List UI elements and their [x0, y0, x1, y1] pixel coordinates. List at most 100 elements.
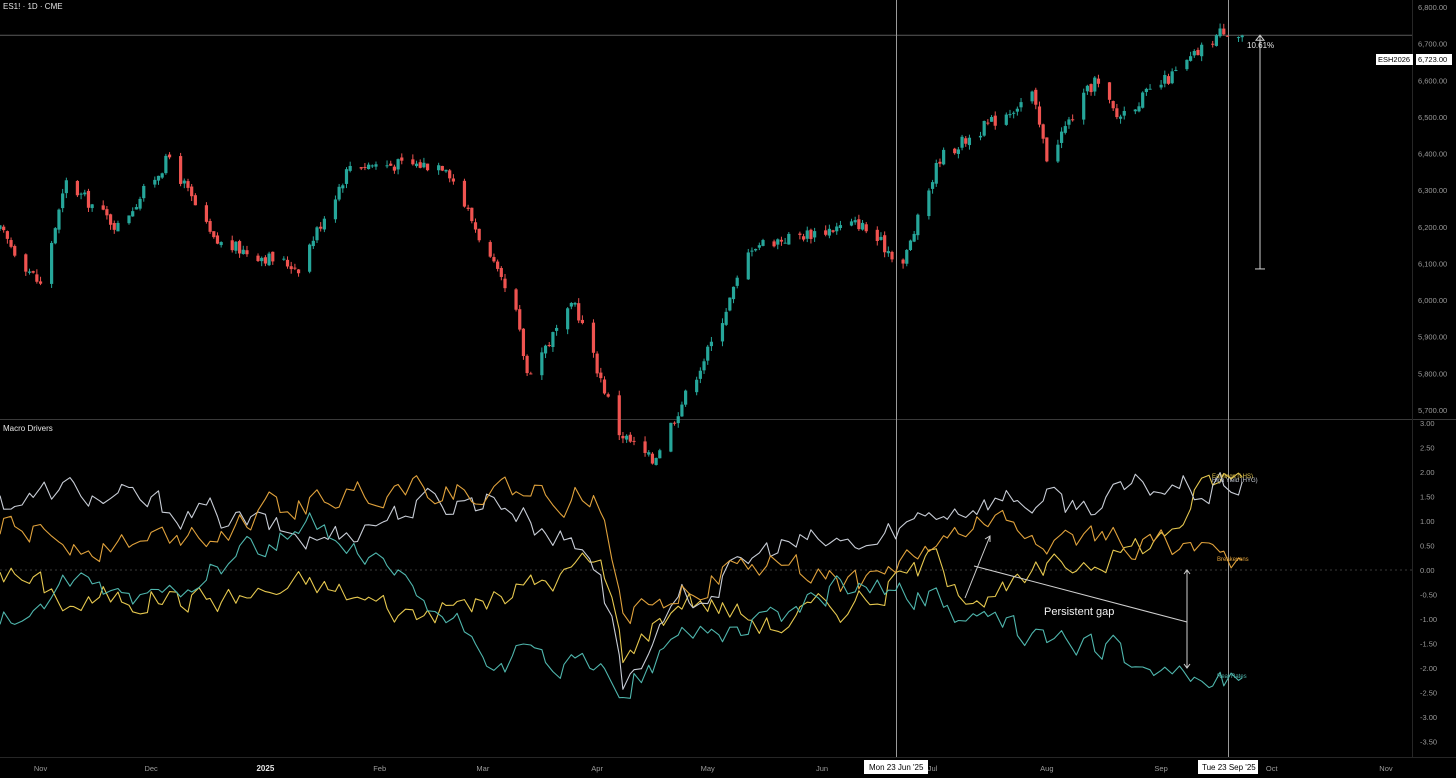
candle — [414, 160, 419, 168]
macro-tick-label: -2.00 — [1420, 664, 1437, 673]
candle-body — [783, 242, 787, 244]
candle — [267, 251, 271, 267]
candle — [912, 231, 916, 243]
candle — [503, 273, 507, 293]
x-axis-label: Oct — [1266, 764, 1279, 773]
candle — [24, 253, 28, 276]
candle — [79, 192, 83, 200]
candle — [263, 255, 267, 267]
candle — [728, 297, 732, 312]
crosshair-right-label: Tue 23 Sep '25 — [1202, 763, 1256, 772]
candle — [551, 331, 555, 352]
candle — [208, 218, 212, 234]
candle — [315, 226, 319, 243]
candle-body — [319, 226, 323, 229]
candle-body — [348, 165, 352, 171]
candle-body — [698, 370, 702, 379]
candle-body — [986, 122, 990, 124]
candle — [473, 218, 478, 233]
candle-body — [451, 178, 455, 182]
candle — [488, 240, 492, 258]
candle — [215, 232, 220, 245]
candle — [864, 222, 868, 234]
candle — [289, 261, 293, 274]
candle-body — [333, 199, 338, 220]
candle — [212, 231, 216, 239]
candle-body — [315, 227, 319, 241]
candle-body — [496, 261, 500, 269]
candle — [838, 220, 843, 231]
candle-body — [835, 226, 839, 232]
candle-body — [731, 286, 736, 300]
candle — [540, 347, 544, 380]
candle-body — [64, 180, 68, 194]
candle — [599, 367, 603, 383]
candle-body — [193, 195, 197, 206]
candle-body — [444, 169, 448, 172]
candle — [772, 239, 776, 248]
candle-body — [647, 452, 651, 455]
candle — [853, 216, 857, 225]
candle-body — [1118, 116, 1123, 119]
candle-body — [359, 167, 363, 169]
candle-body — [1185, 59, 1189, 70]
candle — [466, 204, 470, 211]
price-tick-label: 6,800.00 — [1418, 3, 1447, 12]
candle — [986, 119, 990, 126]
candle-body — [853, 220, 857, 223]
candle-body — [669, 422, 673, 452]
candle — [779, 236, 784, 246]
candle — [418, 159, 422, 169]
candle-body — [1189, 56, 1193, 61]
macro-lines — [0, 472, 1243, 699]
candle-body — [643, 441, 647, 453]
candle — [1189, 51, 1193, 62]
candle — [1170, 68, 1174, 85]
candle — [444, 169, 448, 173]
candle-body — [1214, 35, 1219, 46]
candle-body — [153, 179, 157, 185]
candle — [625, 434, 629, 443]
candle-body — [930, 182, 935, 189]
candle-body — [425, 163, 430, 171]
candle — [680, 401, 684, 417]
candle-body — [827, 228, 831, 236]
candle — [860, 219, 865, 231]
candle-body — [156, 175, 161, 181]
candle — [90, 203, 94, 212]
x-axis-label: Aug — [1040, 764, 1053, 773]
candle — [1096, 74, 1101, 88]
candle-body — [90, 204, 94, 209]
x-axis-label: 2025 — [256, 764, 274, 773]
candle-body — [108, 214, 113, 225]
candle — [462, 178, 467, 208]
candle-body — [831, 230, 835, 232]
candle-body — [127, 215, 131, 224]
candle-body — [289, 266, 293, 270]
candle-body — [5, 231, 9, 239]
candle — [27, 268, 32, 275]
candle — [389, 160, 393, 166]
price-tick-label: 6,500.00 — [1418, 113, 1447, 122]
candle — [359, 167, 363, 171]
candle-body — [746, 252, 750, 280]
candle — [731, 286, 736, 304]
candle — [385, 160, 389, 169]
candle-body — [219, 242, 223, 246]
candle — [1041, 123, 1045, 144]
candle — [927, 188, 931, 220]
candle — [392, 164, 397, 174]
candle — [411, 154, 415, 166]
candle-body — [167, 154, 172, 158]
candle-body — [860, 222, 865, 230]
candle-body — [1115, 108, 1119, 118]
candle-body — [134, 207, 138, 210]
x-axis-label: Apr — [591, 764, 603, 773]
candle — [1163, 70, 1167, 88]
candle — [916, 213, 920, 240]
candle — [1141, 91, 1145, 109]
price-tick-label: 5,900.00 — [1418, 333, 1447, 342]
candle-body — [1067, 119, 1071, 125]
candle — [1211, 40, 1215, 48]
